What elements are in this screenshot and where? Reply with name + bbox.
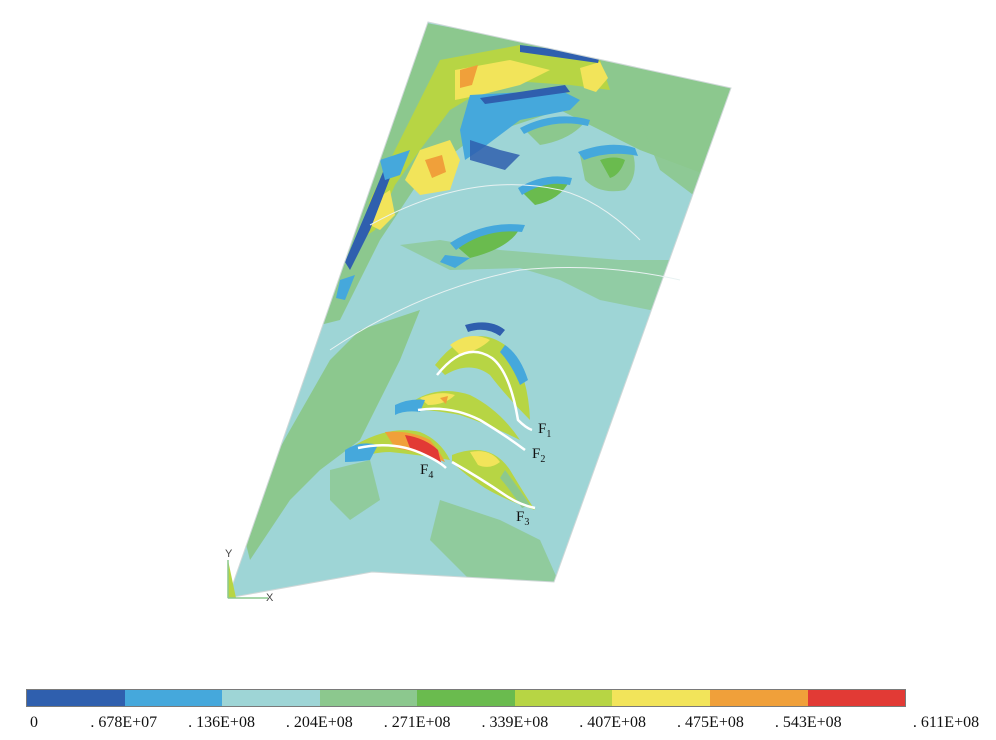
contour-region: [455, 60, 550, 100]
fault-trace-f4: [357, 443, 447, 469]
contour-region: [518, 176, 572, 195]
legend-color-swatch: [27, 690, 125, 706]
contour-region: [455, 227, 520, 258]
contour-region: [440, 396, 448, 404]
contour-region: [425, 155, 446, 178]
fault-trace-f3: [451, 460, 536, 510]
legend-color-swatch: [807, 690, 906, 706]
contour-region: [240, 310, 420, 560]
contour-region: [345, 443, 378, 462]
contour-region: [470, 451, 500, 467]
legend-tick-label: . 678E+07: [90, 714, 158, 731]
fault-label-f1: F1: [538, 421, 551, 440]
fault-label-f4: F4: [420, 462, 433, 481]
contour-region: [400, 240, 700, 310]
legend-tick-label: . 339E+08: [481, 714, 549, 731]
contour-region: [440, 255, 470, 268]
contour-region: [470, 140, 520, 170]
legend-color-swatch: [514, 690, 613, 706]
contour-region: [450, 336, 490, 355]
legend-color-swatch: [124, 690, 223, 706]
legend-tick-label: . 136E+08: [188, 714, 255, 731]
legend-tick-label: . 475E+08: [677, 714, 744, 731]
contour-region: [520, 116, 590, 134]
legend-color-swatch: [612, 690, 710, 706]
contour-region: [420, 393, 455, 405]
legend-tick-label: . 407E+08: [579, 714, 647, 731]
contour-region: [600, 60, 731, 200]
contour-region: [450, 224, 525, 250]
legend-tick-label: . 611E+08: [912, 714, 980, 731]
contour-region: [380, 150, 410, 180]
legend-color-swatch: [222, 690, 320, 706]
contour-region: [460, 90, 580, 160]
contour-region: [600, 157, 625, 178]
fault-label-f3: F3: [516, 509, 529, 528]
legend-tick-label: . 204E+08: [285, 714, 353, 731]
contour-region: [480, 85, 570, 104]
axis-y-label: Y: [225, 548, 233, 560]
fault-trace-f2: [417, 407, 526, 452]
seam-line: [329, 267, 681, 351]
legend-color-swatch: [319, 690, 418, 706]
contour-region: [580, 62, 608, 92]
legend-color-swatch: [417, 690, 515, 706]
seam-line: [369, 184, 641, 241]
contour-region: [330, 460, 380, 520]
legend-tick-label: 0: [30, 714, 38, 731]
legend-color-swatch: [709, 690, 808, 706]
contour-region: [345, 160, 395, 270]
axis-triad: Y X: [225, 548, 274, 604]
contour-region: [578, 144, 638, 160]
legend-tick-label: . 543E+08: [774, 714, 842, 731]
contour-region: [430, 500, 560, 585]
contour-region: [500, 470, 530, 508]
contour-region: [395, 399, 425, 415]
contour-region: [460, 65, 478, 88]
fault-label-f2: F2: [532, 446, 545, 465]
contour-region: [520, 45, 600, 63]
legend-tick-label: . 271E+08: [383, 714, 451, 731]
model-outline: [227, 21, 732, 599]
contour-region: [336, 275, 355, 300]
color-legend-bar: [26, 689, 906, 707]
color-legend-labels: 0 . 678E+07 . 136E+08 . 204E+08 . 271E+08 . 3…: [0, 714, 996, 738]
fault-trace-f1: [436, 350, 533, 432]
contour-region: [500, 345, 528, 385]
contour-region: [465, 322, 505, 336]
axis-x-label: X: [266, 592, 274, 604]
